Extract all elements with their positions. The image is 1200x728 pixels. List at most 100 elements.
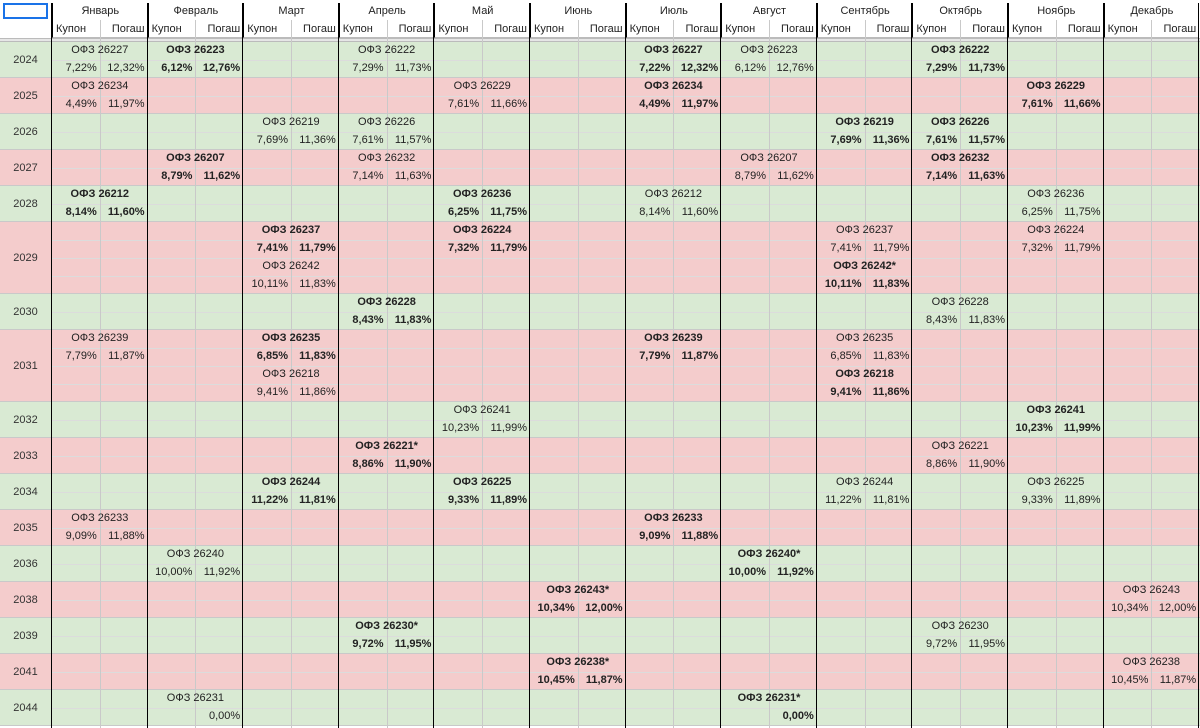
redemption-value[interactable]: 11,90% [394, 458, 432, 470]
bond-name[interactable]: ОФЗ 26207 [166, 152, 225, 164]
redemption-value[interactable]: 11,83% [299, 350, 336, 362]
bond-name[interactable]: ОФЗ 26234 [644, 80, 703, 92]
coupon-value[interactable]: 7,69% [256, 134, 288, 146]
coupon-value[interactable]: 10,11% [251, 278, 288, 290]
year-label[interactable]: 2044 [0, 690, 52, 726]
year-label[interactable]: 2041 [0, 654, 52, 690]
coupon-value[interactable]: 7,29% [925, 62, 958, 74]
coupon-value[interactable]: 9,72% [352, 638, 384, 650]
coupon-value[interactable]: 7,29% [352, 62, 384, 74]
year-label[interactable]: 2036 [0, 546, 52, 582]
redemption-value[interactable]: 11,60% [107, 206, 145, 218]
bond-name[interactable]: ОФЗ 26237 [261, 224, 321, 236]
bond-name[interactable]: ОФЗ 26207 [740, 152, 798, 164]
redemption-value[interactable]: 11,95% [394, 638, 432, 650]
coupon-value[interactable]: 8,14% [639, 206, 671, 218]
year-label[interactable]: 2024 [0, 42, 52, 78]
year-label[interactable]: 2028 [0, 186, 52, 222]
redemption-header[interactable]: Погаш [673, 20, 722, 38]
bond-name[interactable]: ОФЗ 26221* [355, 440, 418, 452]
bond-name[interactable]: ОФЗ 26241 [453, 404, 511, 416]
coupon-value[interactable]: 10,00% [155, 566, 193, 578]
bond-name[interactable]: ОФЗ 26244 [261, 476, 321, 488]
redemption-value[interactable]: 11,89% [490, 494, 527, 506]
bond-name[interactable]: ОФЗ 26229 [1026, 80, 1086, 92]
redemption-value[interactable]: 11,87% [681, 350, 719, 362]
coupon-value[interactable]: 8,79% [161, 170, 193, 182]
redemption-value[interactable]: 12,00% [1158, 602, 1197, 614]
coupon-header[interactable]: Купон [1103, 20, 1152, 38]
bond-name[interactable]: ОФЗ 26239 [71, 332, 129, 344]
redemption-value[interactable]: 12,32% [680, 62, 719, 74]
coupon-value[interactable]: 10,34% [1111, 602, 1149, 614]
month-header[interactable]: Март [243, 3, 339, 20]
redemption-value[interactable]: 11,83% [872, 278, 910, 290]
redemption-value[interactable]: 11,88% [681, 530, 719, 542]
year-label[interactable]: 2031 [0, 330, 52, 402]
coupon-value[interactable] [721, 708, 769, 725]
coupon-value[interactable]: 8,86% [925, 458, 958, 470]
bond-name[interactable]: ОФЗ 26227 [644, 44, 703, 56]
bond-name[interactable]: ОФЗ 26232 [930, 152, 990, 164]
coupon-header[interactable]: Купон [816, 20, 865, 38]
coupon-value[interactable]: 9,33% [447, 494, 480, 506]
redemption-header[interactable]: Погаш [960, 20, 1008, 38]
redemption-value[interactable]: 11,62% [203, 170, 241, 182]
coupon-header[interactable]: Купон [434, 20, 483, 38]
coupon-value[interactable]: 6,12% [161, 62, 193, 74]
redemption-value[interactable]: 11,75% [1064, 206, 1101, 218]
year-label[interactable]: 2039 [0, 618, 52, 654]
year-label[interactable]: 2030 [0, 294, 52, 330]
redemption-value[interactable]: 12,76% [202, 62, 241, 74]
coupon-value[interactable]: 6,25% [447, 206, 480, 218]
month-header[interactable]: Февраль [147, 3, 244, 20]
month-header[interactable]: Апрель [338, 3, 435, 20]
redemption-value[interactable]: 11,99% [1063, 422, 1101, 434]
month-header[interactable]: Август [721, 3, 817, 20]
redemption-value[interactable]: 11,87% [585, 674, 623, 686]
coupon-value[interactable]: 10,34% [537, 602, 575, 614]
coupon-header[interactable]: Купон [530, 20, 578, 38]
year-label[interactable]: 2027 [0, 150, 52, 186]
redemption-header[interactable]: Погаш [386, 20, 435, 38]
month-header[interactable]: Май [434, 3, 530, 20]
bond-name[interactable]: ОФЗ 26224 [1027, 224, 1085, 236]
coupon-header[interactable]: Купон [625, 20, 674, 38]
bond-name[interactable]: ОФЗ 26237 [835, 224, 894, 236]
redemption-value[interactable]: 11,83% [968, 314, 1005, 326]
month-header[interactable]: Июль [625, 3, 722, 20]
redemption-value[interactable]: 11,36% [299, 134, 336, 146]
coupon-value[interactable]: 9,09% [639, 530, 671, 542]
bond-name[interactable]: ОФЗ 26218 [835, 368, 894, 380]
coupon-value[interactable]: 8,79% [734, 170, 766, 182]
redemption-value[interactable]: 11,97% [108, 98, 145, 110]
redemption-value[interactable]: 11,90% [968, 458, 1005, 470]
redemption-value[interactable]: 11,87% [108, 350, 145, 362]
coupon-value[interactable]: 7,61% [1021, 98, 1053, 110]
redemption-value[interactable]: 11,87% [1159, 674, 1197, 686]
month-header[interactable]: Июнь [530, 3, 626, 20]
redemption-value[interactable]: 11,99% [490, 422, 527, 434]
bond-name[interactable]: ОФЗ 26243 [1122, 584, 1180, 596]
bond-name[interactable]: ОФЗ 26224 [452, 224, 512, 236]
bond-name[interactable]: ОФЗ 26212 [70, 188, 130, 200]
redemption-value[interactable]: 11,88% [108, 530, 145, 542]
coupon-value[interactable]: 6,12% [734, 62, 766, 74]
redemption-value[interactable]: 12,00% [585, 602, 623, 614]
coupon-value[interactable]: 7,79% [65, 350, 97, 362]
bond-name[interactable]: ОФЗ 26226 [357, 116, 416, 128]
bond-name[interactable]: ОФЗ 26242* [833, 260, 896, 272]
coupon-value[interactable]: 6,25% [1021, 206, 1053, 218]
bond-name[interactable]: ОФЗ 26230 [931, 620, 989, 632]
redemption-value[interactable]: 11,63% [394, 170, 432, 182]
redemption-value[interactable]: 0,00% [208, 710, 241, 722]
coupon-value[interactable]: 10,23% [1015, 422, 1053, 434]
bond-name[interactable]: ОФЗ 26223 [740, 44, 798, 56]
bond-name[interactable]: ОФЗ 26218 [262, 368, 320, 380]
coupon-value[interactable]: 8,43% [352, 314, 384, 326]
redemption-value[interactable]: 11,81% [299, 494, 336, 506]
year-label[interactable]: 2029 [0, 222, 52, 294]
coupon-value[interactable]: 7,32% [447, 242, 480, 254]
redemption-value[interactable]: 12,76% [776, 62, 814, 74]
bond-name[interactable]: ОФЗ 26236 [1027, 188, 1085, 200]
